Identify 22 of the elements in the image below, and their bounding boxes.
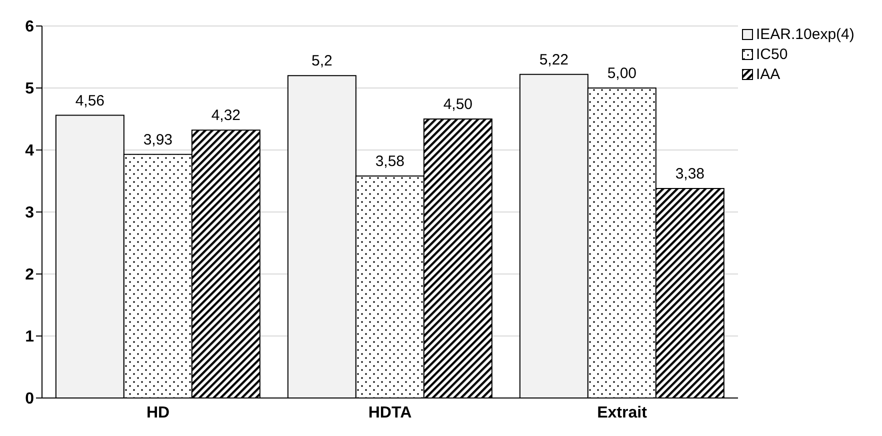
- legend-label: IEAR.10exp(4): [756, 26, 854, 43]
- y-tick-label: 1: [25, 328, 34, 346]
- legend-label: IC50: [756, 46, 788, 63]
- data-label: 5,22: [539, 51, 569, 68]
- data-label: 5,00: [607, 65, 637, 82]
- x-tick-label: Extrait: [597, 404, 648, 422]
- x-tick-label: HD: [146, 404, 170, 422]
- y-tick-label: 0: [25, 390, 34, 408]
- x-tick-label: HDTA: [368, 404, 412, 422]
- y-tick-label: 4: [25, 142, 34, 160]
- data-label: 3,93: [143, 131, 173, 148]
- y-tick-label: 5: [25, 80, 34, 98]
- data-label: 4,32: [211, 107, 241, 124]
- legend-label: IAA: [756, 66, 780, 83]
- data-label: 4,56: [75, 92, 105, 110]
- data-label: 4,50: [443, 96, 473, 113]
- data-label: 5,2: [311, 52, 332, 70]
- data-label: 3,38: [675, 165, 705, 182]
- y-tick-label: 2: [25, 266, 34, 284]
- data-label: 3,58: [375, 153, 405, 170]
- y-tick-label: 3: [25, 204, 34, 222]
- y-tick-label: 6: [25, 18, 34, 36]
